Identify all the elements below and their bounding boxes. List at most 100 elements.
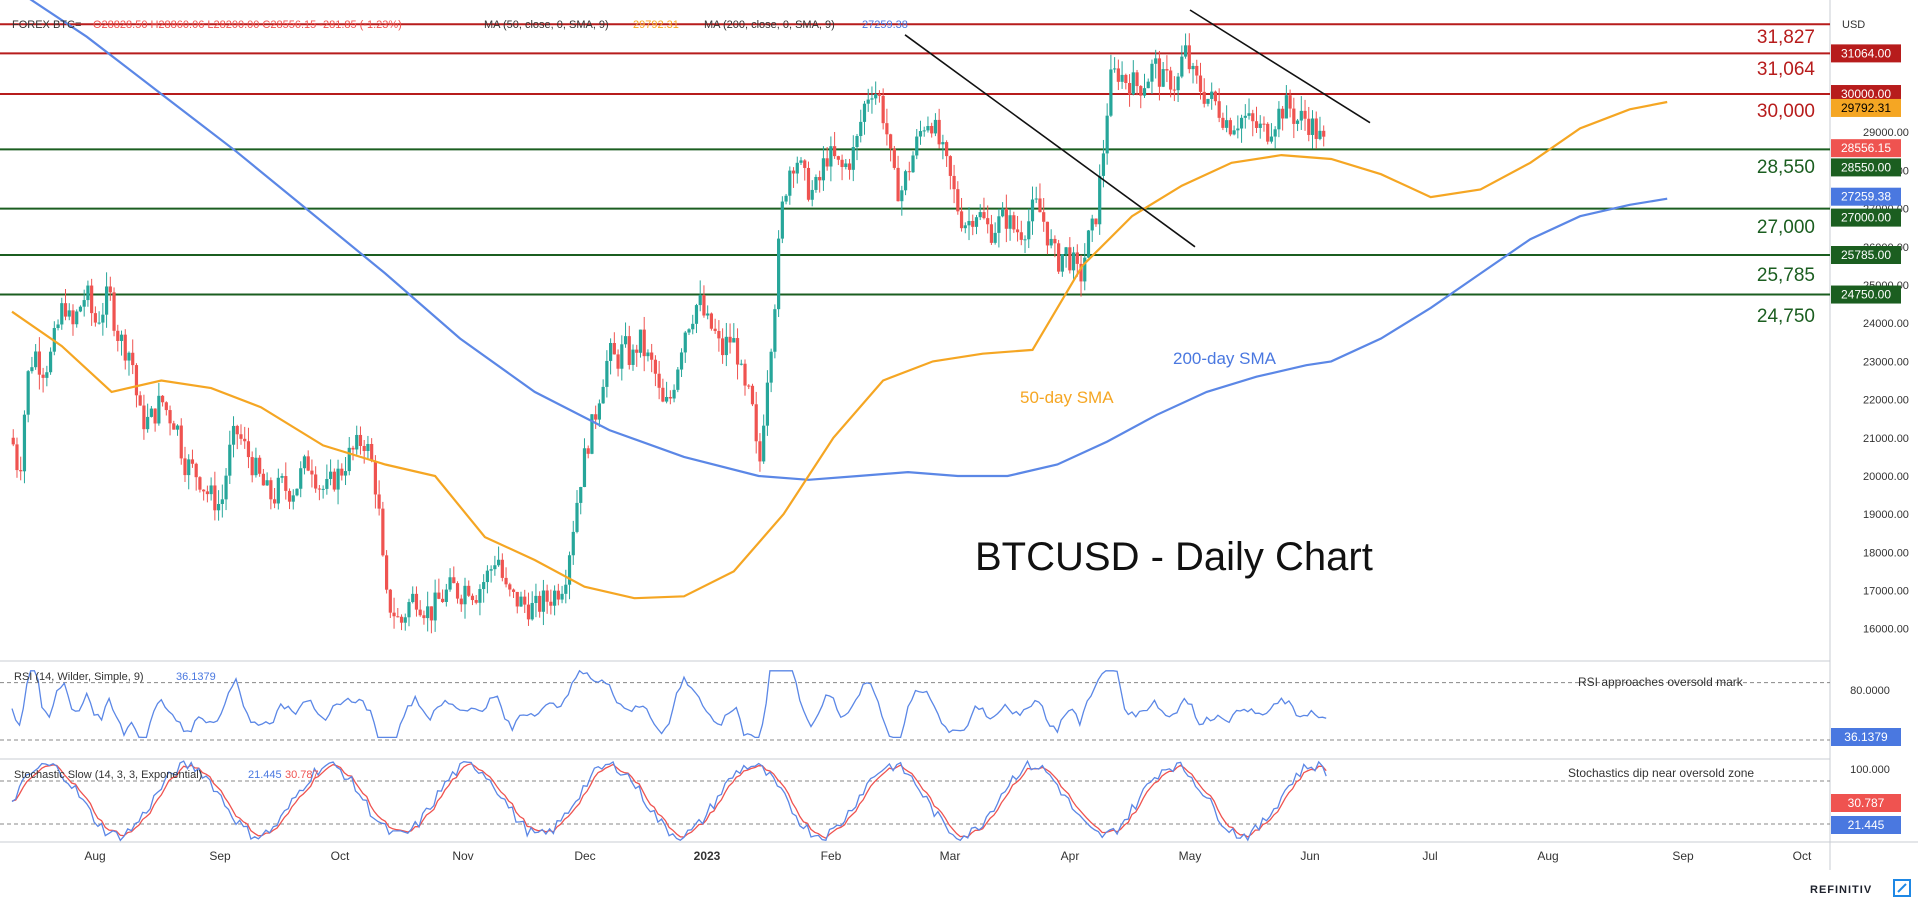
candle-body	[1206, 98, 1210, 104]
candle-body	[523, 596, 527, 605]
candle-body	[821, 158, 826, 181]
candle-body	[37, 351, 41, 375]
candle-body	[1086, 230, 1091, 258]
candle-body	[45, 372, 49, 378]
candle-body	[806, 167, 811, 200]
candle-body	[160, 395, 165, 403]
candle-body	[493, 565, 497, 570]
candle-body	[515, 591, 519, 607]
price-tag-label: 28556.15	[1841, 141, 1891, 155]
stoch-d-value: 30.787	[285, 769, 319, 781]
y-tick-label: 20000.00	[1863, 471, 1909, 483]
candle-body	[355, 434, 359, 450]
axis-currency: USD	[1842, 19, 1865, 31]
candle-body	[202, 489, 206, 492]
candle-body	[1266, 123, 1270, 142]
candle-body	[511, 589, 516, 592]
candle-body	[216, 503, 221, 511]
level-annotation: 25,785	[1757, 265, 1815, 286]
candle-body	[646, 352, 650, 357]
candle-body	[926, 125, 930, 131]
candle-body	[571, 531, 575, 556]
candle-body	[986, 218, 990, 225]
candle-body	[530, 602, 534, 620]
legend-ma50-value: 29792.31	[633, 19, 679, 31]
candle-body	[1295, 120, 1300, 124]
legend-ma200-value: 27259.38	[862, 19, 908, 31]
candle-body	[1030, 199, 1035, 222]
candle-body	[1322, 130, 1326, 137]
stoch-d-tag	[1831, 794, 1901, 812]
x-tick-label: Sep	[209, 849, 231, 863]
candle-body	[750, 385, 755, 405]
candle-body	[773, 309, 777, 352]
candle-body	[440, 598, 445, 602]
candle-body	[653, 359, 658, 374]
candle-body	[407, 602, 411, 618]
trendline	[1189, 9, 1371, 124]
candle-body	[71, 310, 75, 325]
candle-body	[414, 593, 419, 610]
candle-body	[769, 351, 773, 383]
candle-body	[747, 385, 751, 387]
sma200-line	[29, 0, 1668, 481]
candle-body	[1157, 58, 1162, 87]
candle-body	[347, 447, 351, 472]
candle-body	[504, 577, 508, 585]
candle-body	[541, 590, 546, 612]
candle-body	[220, 499, 224, 504]
candle-body	[392, 612, 396, 617]
candle-body	[508, 584, 512, 590]
candle-body	[1169, 70, 1173, 90]
x-tick-label: Jun	[1300, 849, 1319, 863]
candle-body	[1124, 74, 1128, 84]
price-tag	[1831, 44, 1901, 63]
candle-body	[384, 555, 389, 590]
candle-body	[1303, 110, 1307, 119]
candle-body	[855, 136, 859, 148]
candle-body	[467, 585, 471, 596]
candle-body	[1318, 130, 1322, 139]
x-tick-label: Aug	[1537, 849, 1558, 863]
candle-body	[452, 577, 456, 584]
candle-body	[1225, 120, 1229, 128]
candle-body	[78, 306, 83, 312]
price-tag-label: 29792.31	[1841, 101, 1891, 115]
candle-body	[657, 373, 661, 388]
candle-body	[847, 163, 852, 170]
candle-body	[866, 99, 870, 104]
candle-body	[399, 616, 404, 623]
candle-body	[538, 595, 542, 612]
candle-body	[642, 329, 646, 357]
candle-body	[526, 604, 531, 620]
price-tag	[1831, 158, 1901, 177]
level-annotations: 31,827 31,064 30,000 28,550 27,000 25,785 24,7…	[1757, 27, 1816, 327]
candle-body	[582, 448, 587, 488]
candle-body	[1251, 113, 1255, 122]
candle-body	[795, 162, 799, 174]
candle-body	[586, 448, 590, 454]
candle-body	[833, 146, 837, 157]
candle-body	[620, 344, 624, 369]
x-tick-label: Dec	[574, 849, 595, 863]
candle-body	[1027, 221, 1031, 240]
candle-body	[545, 590, 549, 602]
candle-body	[411, 593, 415, 603]
candle-body	[19, 470, 23, 472]
candle-body	[1198, 75, 1203, 92]
candle-body	[1015, 229, 1020, 233]
candle-body	[903, 171, 908, 191]
candle-body	[146, 416, 150, 430]
candle-body	[429, 606, 433, 621]
candle-body	[496, 559, 501, 566]
rsi-value: 36.1379	[176, 671, 216, 683]
candle-body	[134, 365, 139, 396]
candle-body	[101, 314, 105, 323]
time-axis[interactable]: Aug Sep Oct Nov Dec 2023 Feb Mar Apr May Jun Jul Aug…	[84, 849, 1812, 863]
candle-body	[343, 471, 348, 476]
brand-logo: REFINITIV	[1810, 884, 1872, 896]
candle-body	[997, 216, 1001, 233]
y-tick-label: 19000.00	[1863, 509, 1909, 521]
stoch-k-tag	[1831, 816, 1901, 834]
